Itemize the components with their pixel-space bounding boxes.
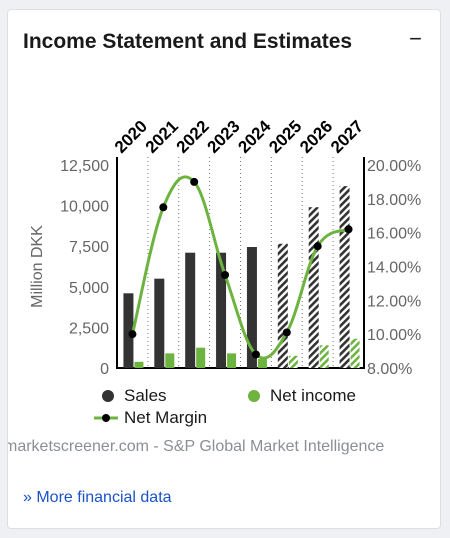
net-margin-point (221, 270, 230, 279)
y-left-tick-label: 7,500 (69, 239, 109, 256)
y-right-tick-label: 14.00% (367, 260, 421, 277)
legend-sales-marker (102, 390, 114, 402)
more-financial-data-link[interactable]: » More financial data (23, 489, 172, 506)
category-label: 2022 (173, 117, 213, 157)
y-left-tick-label: 12,500 (60, 158, 109, 175)
net-margin-point (282, 328, 291, 337)
bar-sales (246, 247, 257, 368)
legend-net-margin-label: Net Margin (124, 408, 207, 427)
bar-net-income (350, 338, 360, 368)
bar-net-income (134, 361, 144, 368)
bar-sales (339, 186, 350, 368)
bar-net-income (196, 347, 206, 368)
source-attribution: marketscreener.com - S&P Global Market I… (8, 438, 440, 456)
bar-net-income (288, 355, 298, 368)
bar-net-income (165, 353, 175, 368)
category-label: 2024 (234, 116, 275, 157)
y-left-tick-label: 0 (100, 361, 109, 378)
net-margin-point (251, 350, 260, 359)
net-margin-point (344, 225, 353, 234)
bar-sales (308, 207, 319, 368)
collapse-icon[interactable]: − (409, 26, 422, 51)
category-label: 2025 (265, 117, 305, 157)
category-label: 2020 (111, 117, 151, 157)
y-right-tick-label: 18.00% (367, 192, 421, 209)
bar-net-income (227, 353, 237, 368)
source-text: marketscreener.com - S&P Global Market I… (8, 438, 385, 455)
category-label: 2026 (296, 117, 336, 157)
bar-sales (277, 243, 288, 368)
bar-sales (216, 252, 227, 368)
bar-net-income (319, 345, 329, 368)
legend-sales-label: Sales (124, 386, 167, 405)
y-right-tick-label: 16.00% (367, 226, 421, 243)
y-right-tick-label: 8.00% (367, 361, 412, 378)
y-left-tick-label: 2,500 (69, 320, 109, 337)
net-margin-point (128, 330, 137, 339)
legend-net-margin-marker (102, 414, 110, 422)
bar-sales (185, 252, 196, 368)
bar-sales (154, 278, 165, 368)
y-left-tick-label: 10,000 (60, 199, 109, 216)
category-label: 2027 (327, 117, 367, 157)
y-right-tick-label: 12.00% (367, 293, 421, 310)
category-label: 2021 (142, 117, 182, 157)
card-title: Income Statement and Estimates (23, 30, 353, 53)
net-margin-point (190, 177, 199, 186)
bar-net-income (257, 359, 267, 368)
income-statement-card: Income Statement and Estimates − 0 2,500 5… (7, 9, 441, 529)
legend-net-income-marker (248, 390, 260, 402)
y-left-tick-label: 5,000 (69, 280, 109, 297)
y-right-tick-label: 10.00% (367, 327, 421, 344)
y-axis-label: Million DKK (29, 225, 46, 308)
y-right-tick-label: 20.00% (367, 158, 421, 175)
category-label: 2023 (203, 117, 243, 157)
bar-sales (123, 293, 134, 368)
net-margin-point (159, 203, 168, 212)
net-margin-point (313, 242, 322, 251)
legend-net-income-label: Net income (270, 386, 356, 405)
income-chart: 0 2,500 5,000 7,500 10,000 12,500 8.00% 10.00% 1… (29, 116, 421, 427)
